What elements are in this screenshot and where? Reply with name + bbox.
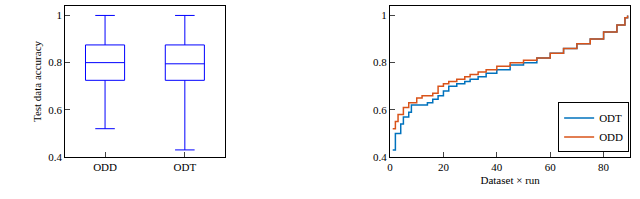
svg-text:0.6: 0.6 — [373, 104, 387, 116]
svg-text:0: 0 — [387, 161, 393, 173]
svg-text:20: 20 — [438, 161, 450, 173]
svg-text:0.4: 0.4 — [373, 151, 387, 163]
svg-text:0.6: 0.6 — [48, 104, 62, 116]
svg-text:ODT: ODT — [174, 161, 197, 173]
svg-text:1: 1 — [381, 9, 387, 21]
svg-text:ODD: ODD — [93, 161, 117, 173]
svg-text:0.8: 0.8 — [48, 56, 62, 68]
svg-text:1: 1 — [56, 9, 62, 21]
svg-text:Test data accuracy: Test data accuracy — [31, 40, 43, 122]
svg-text:80: 80 — [598, 161, 610, 173]
svg-text:0.8: 0.8 — [373, 56, 387, 68]
svg-text:Dataset × run: Dataset × run — [480, 174, 540, 186]
svg-text:0.4: 0.4 — [48, 151, 62, 163]
svg-text:60: 60 — [545, 161, 557, 173]
svg-text:ODT: ODT — [599, 112, 622, 124]
svg-text:ODD: ODD — [599, 131, 623, 143]
svg-text:40: 40 — [491, 161, 503, 173]
